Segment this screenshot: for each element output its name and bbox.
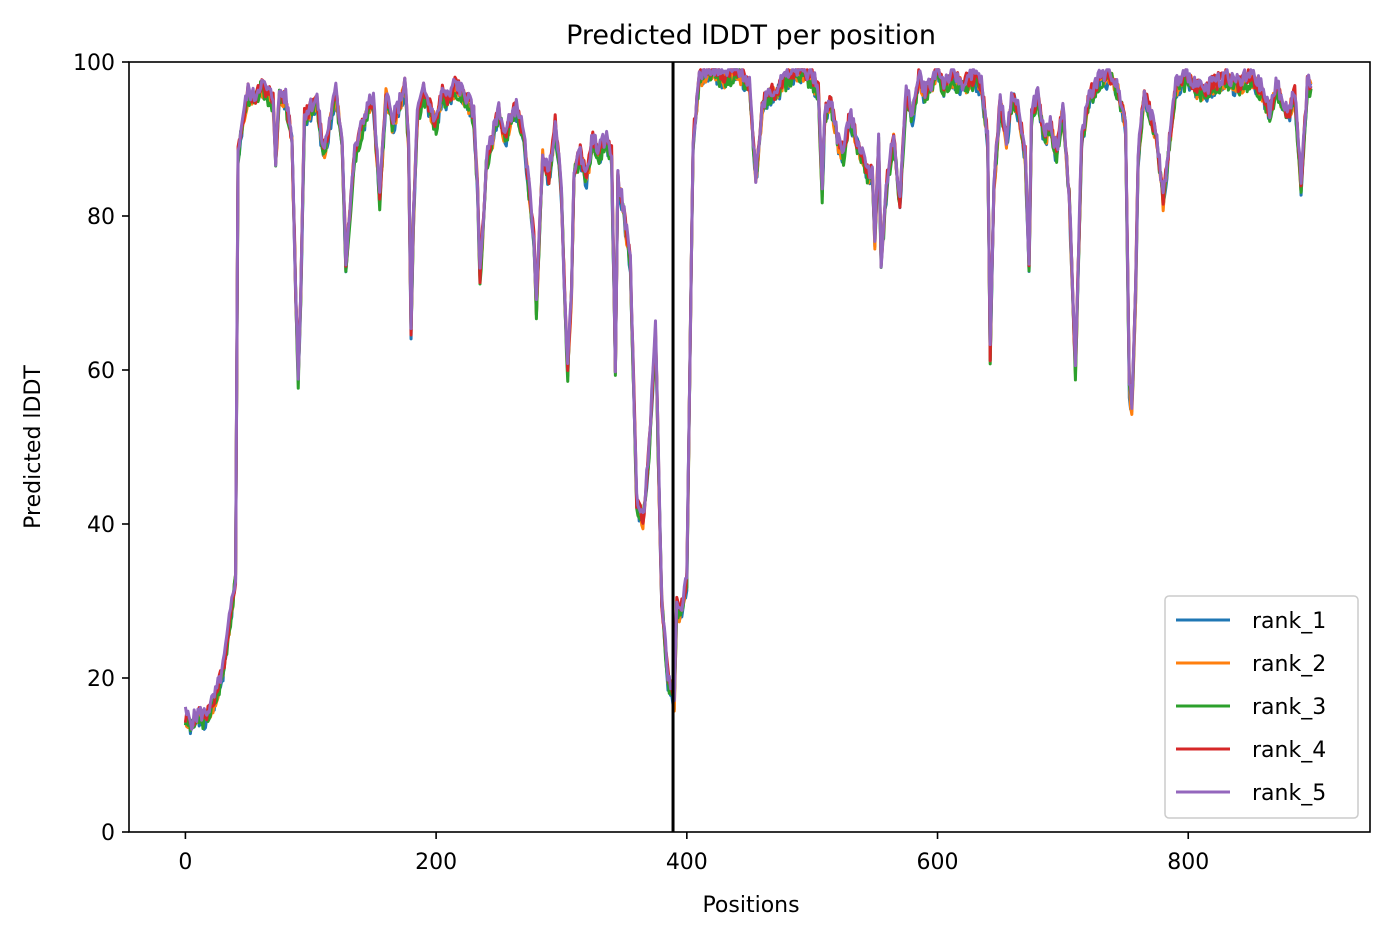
y-tick-label: 40 <box>87 513 115 538</box>
y-tick-label: 60 <box>87 359 115 384</box>
chart-title: Predicted lDDT per position <box>566 20 936 51</box>
legend-label-rank_1: rank_1 <box>1252 609 1326 634</box>
x-tick-label: 0 <box>178 850 192 875</box>
series-layer <box>183 68 1313 736</box>
legend: rank_1 rank_2 rank_3 rank_4 rank_5 <box>1164 595 1359 819</box>
legend-label-rank_4: rank_4 <box>1252 738 1326 763</box>
x-tick-label: 200 <box>415 850 457 875</box>
y-tick-label: 20 <box>87 667 115 692</box>
x-axis-title: Positions <box>702 893 799 918</box>
y-tick-label: 0 <box>101 821 115 846</box>
y-tick-label: 80 <box>87 205 115 230</box>
y-axis: 0 20 40 60 80 100 <box>73 51 129 846</box>
legend-label-rank_3: rank_3 <box>1252 695 1326 720</box>
x-tick-label: 800 <box>1167 850 1209 875</box>
y-axis-title: Predicted lDDT <box>21 365 46 529</box>
x-tick-label: 400 <box>666 850 708 875</box>
y-tick-label: 100 <box>73 51 115 76</box>
legend-frame <box>1164 595 1359 819</box>
x-tick-label: 600 <box>917 850 959 875</box>
plot-frame <box>128 61 1371 833</box>
legend-label-rank_2: rank_2 <box>1252 652 1326 677</box>
series-line-rank_5 <box>183 68 1313 731</box>
x-axis: 0 200 400 600 800 <box>178 832 1209 875</box>
legend-label-rank_5: rank_5 <box>1252 781 1326 806</box>
